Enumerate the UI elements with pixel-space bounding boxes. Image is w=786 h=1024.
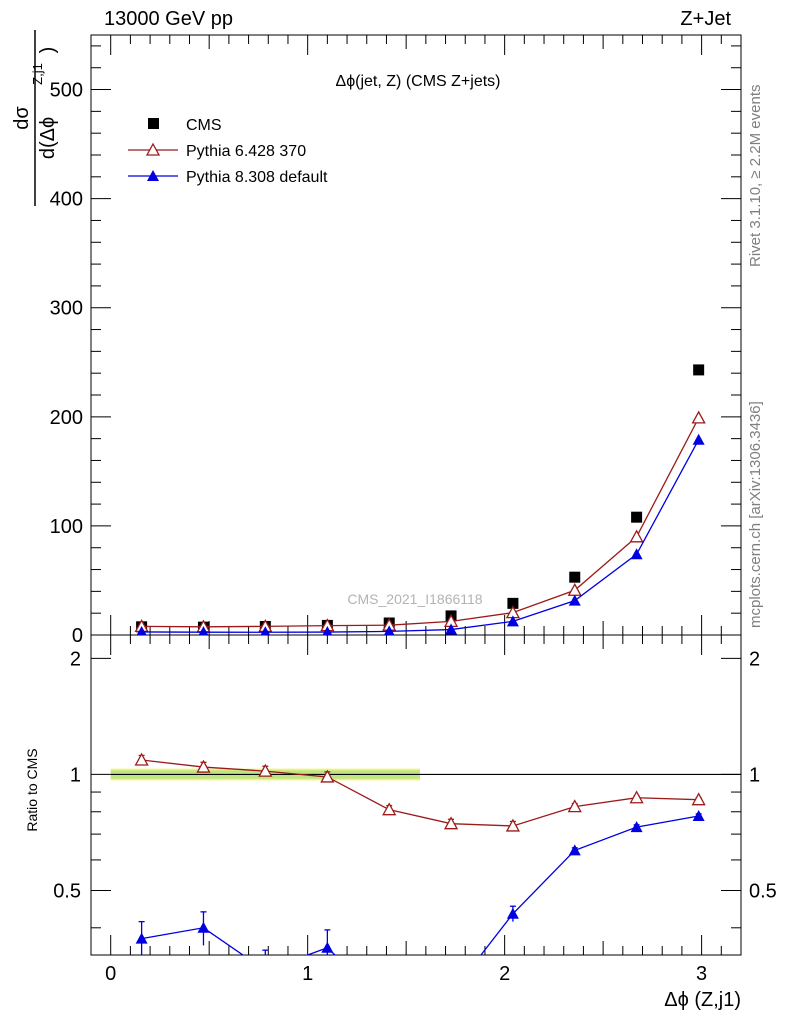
main-plot-title: Δϕ(jet, Z) (CMS Z+jets): [336, 73, 501, 90]
ratio-data-point-s1-1: [197, 921, 210, 933]
legend: CMS Pythia 6.428 370 Pythia 8.308 defaul…: [128, 117, 328, 186]
legend-marker-pythia8: [147, 170, 159, 181]
main-y-tick-label: 500: [50, 80, 83, 102]
header-energy-label: 13000 GeV pp: [104, 8, 233, 30]
ratio-data-point-s1-7: [568, 844, 581, 856]
ratio-data-point-s1-6: [506, 907, 519, 919]
main-data-point-s1-9: [691, 410, 706, 424]
main-data-point-s2-9: [692, 433, 705, 445]
ratio-data-point-s0-8: [629, 790, 644, 804]
y-label-denominator: d(Δϕ: [37, 117, 59, 159]
ratio-data-point-s1-0: [135, 932, 148, 944]
x-axis-title: Δϕ (Z,j1): [664, 989, 741, 1011]
ratio-y-tick-label-right: 0.5: [749, 880, 777, 902]
main-y-tick-label: 400: [50, 189, 83, 211]
main-series-line-2: [141, 439, 700, 633]
ratio-data-point-s0-0: [134, 752, 149, 766]
ratio-data-point-s0-2: [258, 763, 273, 777]
main-data-point-s2-1: [198, 626, 209, 635]
header-process-label: Z+Jet: [680, 8, 731, 30]
main-data-point-s2-8: [630, 548, 643, 560]
legend-marker-cms: [148, 118, 159, 129]
ratio-y-axis-label: Ratio to CMS: [24, 748, 40, 831]
ratio-data-point-s0-1: [196, 759, 211, 773]
main-data-point-s2-5: [445, 623, 458, 635]
main-axis-ticks: 0 100 200 300 400 500: [50, 35, 742, 647]
ratio-data-point-s0-6: [505, 818, 521, 832]
x-tick-label: 0: [105, 963, 116, 985]
ratio-series-line-1: [141, 815, 699, 955]
main-data-point-s1-8: [629, 529, 644, 543]
main-series-line-1: [141, 417, 700, 628]
x-tick-label: 2: [499, 963, 510, 985]
ratio-series-line-0: [141, 759, 699, 827]
ratio-y-tick-label-right: 2: [749, 648, 760, 670]
main-y-tick-label: 0: [72, 625, 83, 647]
y-label-close-paren: ): [37, 47, 59, 54]
ratio-plot-frame: [90, 634, 742, 956]
ratio-data-point-s0-7: [567, 799, 582, 813]
main-data-point-s2-0: [136, 625, 147, 635]
ratio-data-point-s0-4: [382, 802, 397, 816]
ratio-data-point-s1-2: [259, 964, 271, 975]
ratio-plot-area: [110, 752, 741, 1011]
main-data-point-s0-6: [507, 597, 519, 609]
analysis-watermark: CMS_2021_I1866118: [347, 591, 482, 607]
ratio-data-point-s0-3: [320, 769, 335, 783]
ratio-axis-ticks: 0 1 2 3 0.5 0.5 1 1 2 2: [53, 635, 777, 985]
main-data-point-s0-8: [631, 511, 643, 523]
ratio-y-tick-label: 0.5: [53, 880, 81, 902]
main-plot-area: [134, 364, 706, 635]
y-label-numerator: dσ: [11, 106, 33, 130]
main-data-point-s2-3: [322, 626, 333, 635]
legend-label-cms: CMS: [186, 117, 222, 134]
main-y-tick-label: 100: [50, 516, 83, 538]
ratio-y-tick-label: 1: [70, 764, 81, 786]
main-y-axis-label: dσ d(Δϕ Z,j1 ): [11, 30, 59, 206]
legend-label-pythia6: Pythia 6.428 370: [186, 143, 306, 160]
ratio-data-point-s1-4: [383, 1000, 395, 1011]
main-data-point-s0-9: [693, 364, 705, 376]
ratio-data-point-s1-5: [445, 988, 457, 999]
legend-label-pythia8: Pythia 8.308 default: [186, 169, 328, 186]
main-data-point-s2-7: [568, 594, 581, 606]
ratio-data-point-s0-5: [443, 816, 459, 830]
ratio-y-tick-label: 2: [70, 648, 81, 670]
legend-marker-pythia6: [145, 142, 161, 156]
ratio-data-point-s1-9: [692, 810, 705, 822]
ratio-y-tick-label-right: 1: [749, 764, 760, 786]
x-tick-label: 1: [302, 963, 313, 985]
x-tick-label: 3: [696, 963, 707, 985]
main-data-point-s0-7: [569, 571, 581, 583]
main-data-point-s2-4: [383, 625, 395, 635]
main-data-point-s2-6: [506, 615, 519, 627]
main-y-tick-label: 300: [50, 298, 83, 320]
ratio-data-point-s0-9: [691, 792, 706, 806]
ratio-data-point-s1-3: [321, 941, 334, 953]
main-y-tick-label: 200: [50, 407, 83, 429]
y-label-superscript: Z,j1: [30, 63, 45, 85]
main-data-point-s2-2: [260, 626, 271, 635]
ratio-data-point-s1-8: [630, 821, 643, 833]
